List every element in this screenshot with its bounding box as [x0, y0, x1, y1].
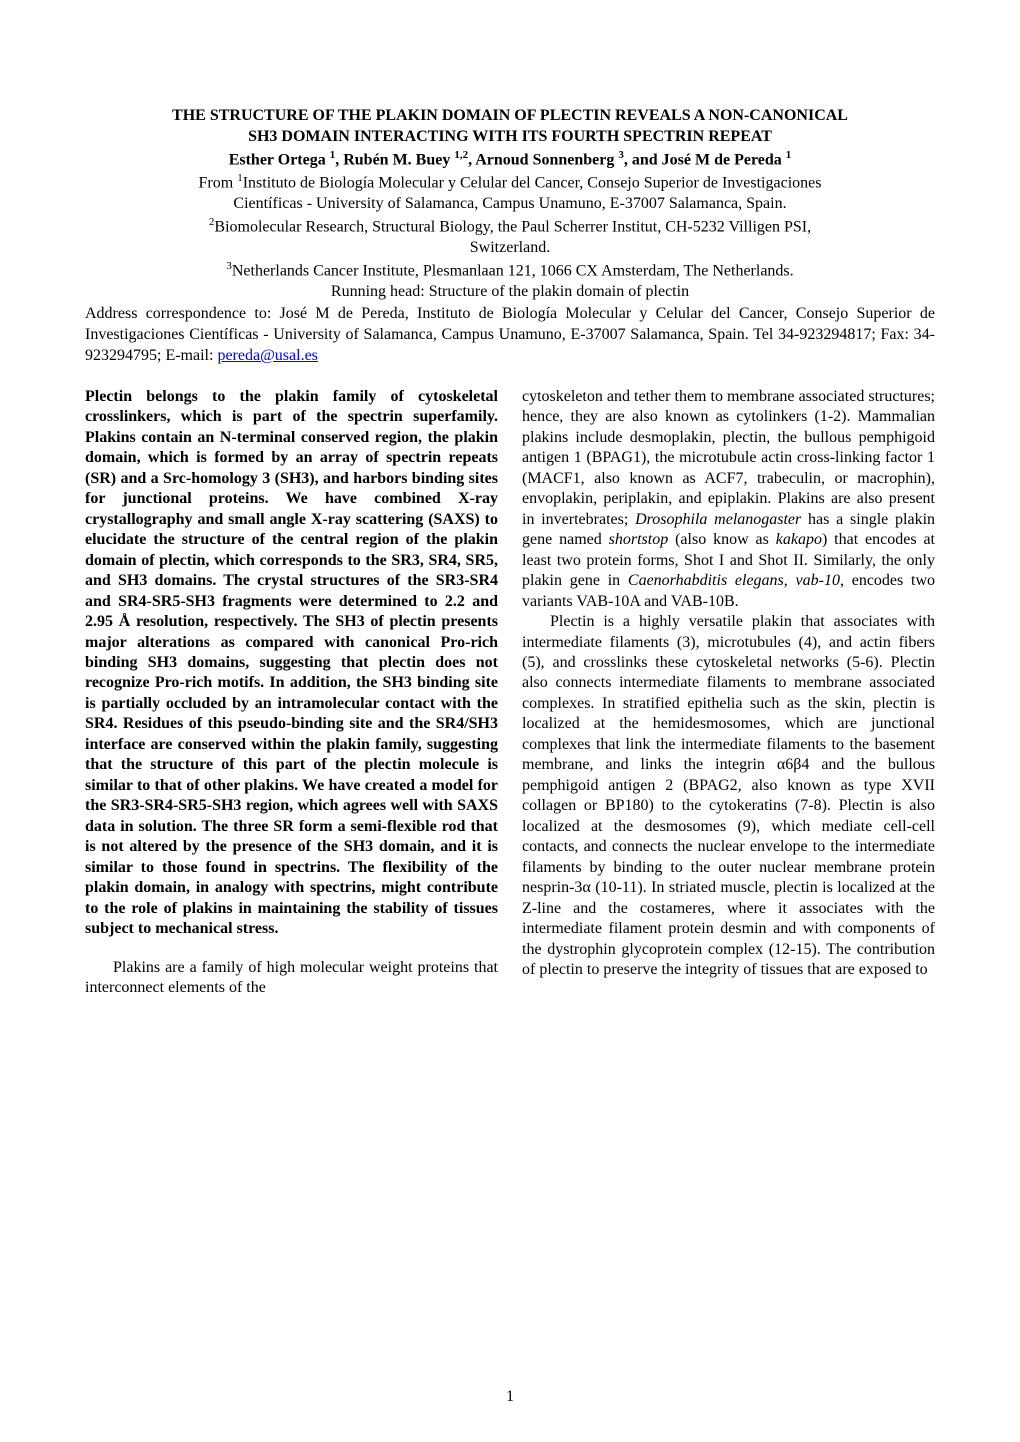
abstract-paragraph: Plectin belongs to the plakin family of … — [85, 387, 498, 940]
affiliation-1a: From 1Instituto de Biología Molecular y … — [85, 171, 935, 194]
intro-continuation: cytoskeleton and tether them to membrane… — [522, 387, 935, 612]
correspondence-email-link[interactable]: pereda@usal.es — [217, 347, 317, 364]
running-head: Running head: Structure of the plakin do… — [85, 282, 935, 303]
article-title-line1: THE STRUCTURE OF THE PLAKIN DOMAIN OF PL… — [85, 106, 935, 127]
intro-paragraph-1: Plakins are a family of high molecular w… — [85, 958, 498, 999]
right-column: cytoskeleton and tether them to membrane… — [522, 387, 935, 999]
affiliation-2b: Switzerland. — [85, 238, 935, 259]
correspondence-block: Address correspondence to: José M de Per… — [85, 304, 935, 366]
correspondence-text: Address correspondence to: José M de Per… — [85, 305, 935, 364]
two-column-body: Plectin belongs to the plakin family of … — [85, 387, 935, 999]
affiliation-2a: 2Biomolecular Research, Structural Biolo… — [85, 215, 935, 238]
page-number: 1 — [0, 1388, 1020, 1406]
article-title-line2: SH3 DOMAIN INTERACTING WITH ITS FOURTH S… — [85, 127, 935, 148]
left-column: Plectin belongs to the plakin family of … — [85, 387, 498, 999]
intro-paragraph-2: Plectin is a highly versatile plakin tha… — [522, 612, 935, 980]
authors-line: Esther Ortega 1, Rubén M. Buey 1,2, Arno… — [85, 148, 935, 171]
affiliation-3: 3Netherlands Cancer Institute, Plesmanla… — [85, 259, 935, 282]
affiliation-1b: Científicas - University of Salamanca, C… — [85, 194, 935, 215]
